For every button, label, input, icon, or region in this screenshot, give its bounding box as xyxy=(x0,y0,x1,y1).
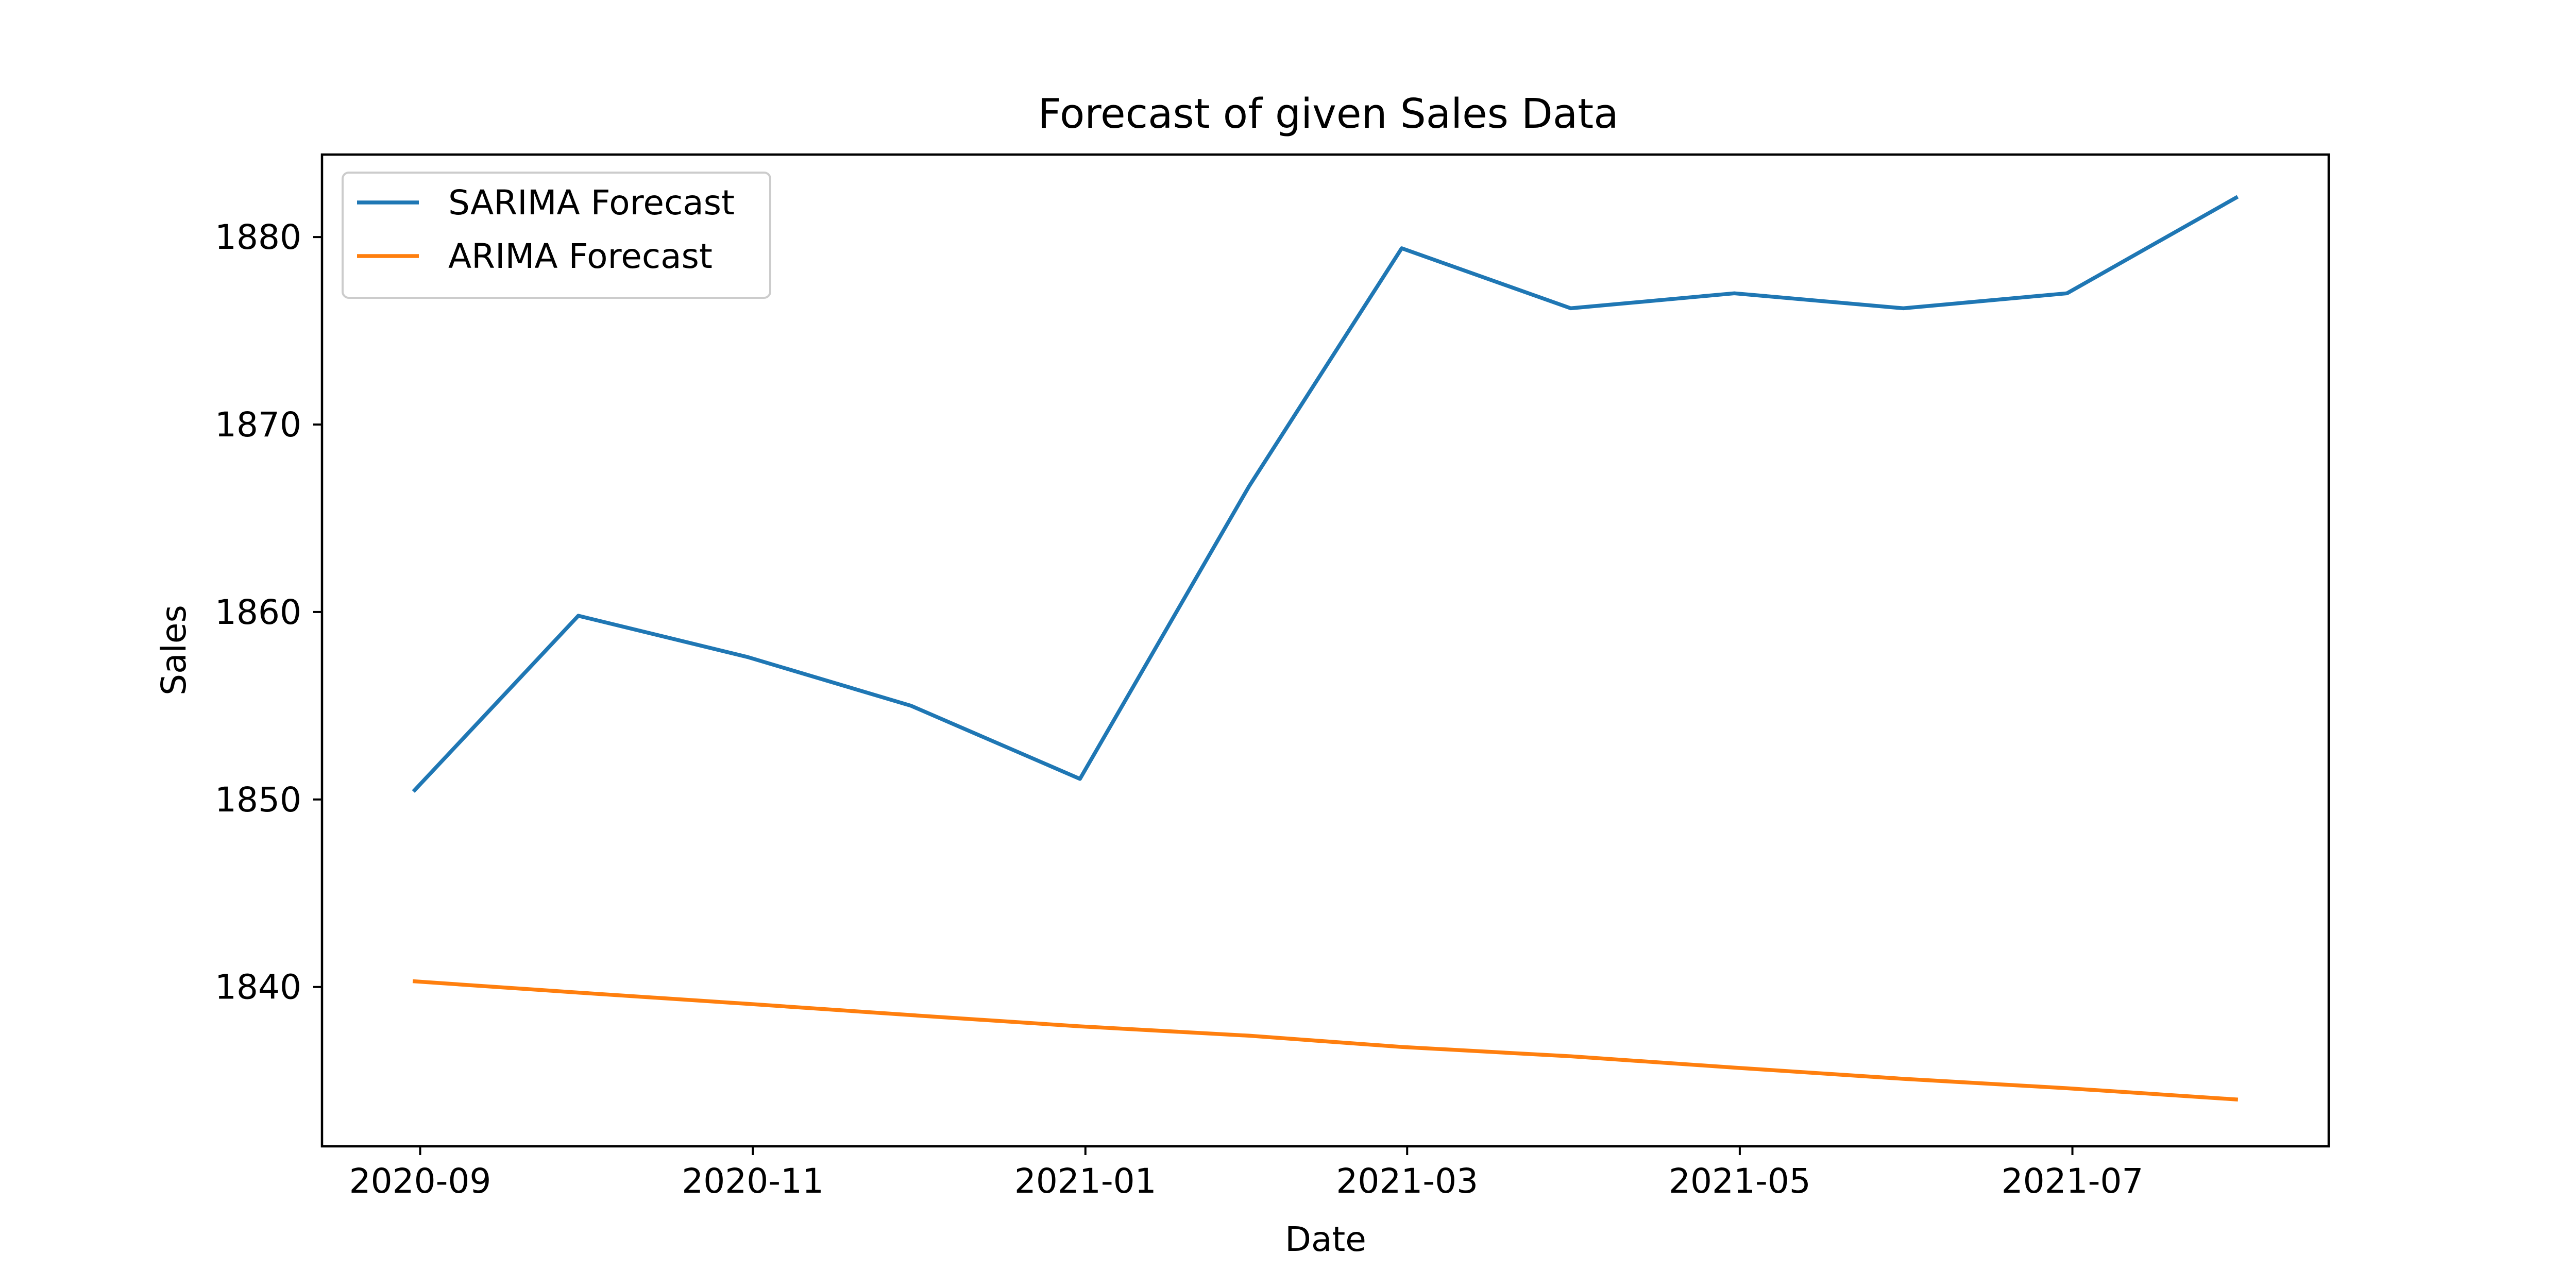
x-tick-label: 2020-11 xyxy=(682,1161,824,1201)
y-tick-label: 1880 xyxy=(215,217,301,257)
legend: SARIMA Forecast ARIMA Forecast xyxy=(342,172,771,299)
plot-area xyxy=(412,195,2239,1101)
x-tick-label: 2020-09 xyxy=(349,1161,492,1201)
series-line-arima-forecast xyxy=(412,979,2239,1101)
y-axis-label: Sales xyxy=(154,605,194,696)
x-tick-label: 2021-03 xyxy=(1336,1161,1478,1201)
series-line-sarima-forecast xyxy=(412,195,2239,793)
legend-label-sarima-forecast: SARIMA Forecast xyxy=(448,183,735,223)
x-axis: 2020-09 2020-11 2021-01 2021-03 2021-05 2021-… xyxy=(349,1146,2144,1201)
y-tick-label: 1840 xyxy=(215,968,301,1007)
y-tick-label: 1860 xyxy=(215,592,301,632)
y-axis: 1840 1850 1860 1870 1880 xyxy=(215,217,322,1007)
x-axis-label: Date xyxy=(1285,1219,1366,1259)
x-tick-label: 2021-01 xyxy=(1014,1161,1157,1201)
y-tick-label: 1850 xyxy=(215,780,301,820)
plot-frame xyxy=(320,153,2330,1148)
x-tick-label: 2021-07 xyxy=(2002,1161,2144,1201)
y-tick-label: 1870 xyxy=(215,405,301,445)
chart-title: Forecast of given Sales Data xyxy=(1038,90,1618,138)
x-tick-label: 2021-05 xyxy=(1669,1161,1811,1201)
legend-box xyxy=(342,172,771,299)
legend-label-arima-forecast: ARIMA Forecast xyxy=(448,236,713,276)
